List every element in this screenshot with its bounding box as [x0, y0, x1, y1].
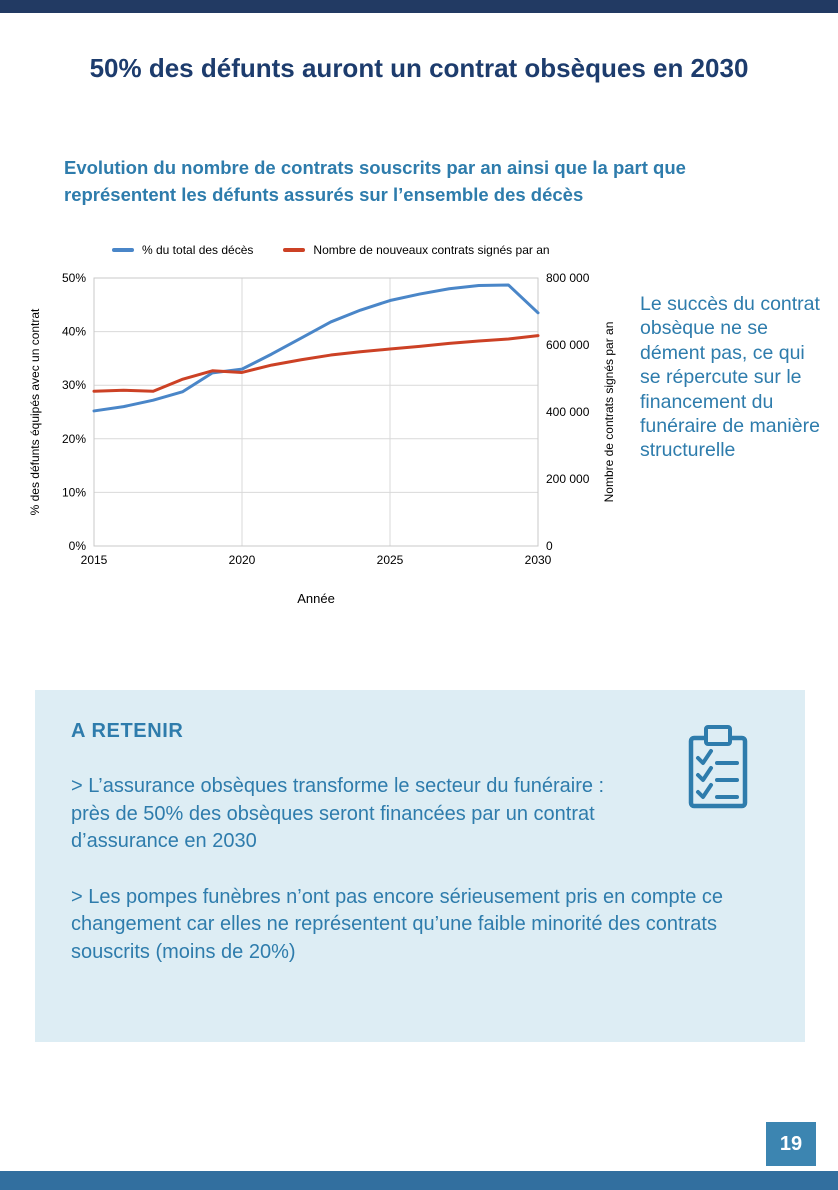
page-title: 50% des défunts auront un contrat obsèqu…: [89, 53, 749, 83]
svg-text:600 000: 600 000: [546, 338, 590, 352]
legend-label: Nombre de nouveaux contrats signés par a…: [313, 243, 550, 257]
page-number-badge: 19: [766, 1122, 816, 1166]
svg-text:2025: 2025: [377, 553, 404, 567]
bottom-accent-bar: [0, 1171, 838, 1190]
chart-subtitle: Evolution du nombre de contrats souscrit…: [64, 157, 686, 205]
legend-item-nouveaux-contrats: Nombre de nouveaux contrats signés par a…: [283, 243, 550, 257]
red-line-swatch: [283, 248, 306, 252]
svg-text:Année: Année: [297, 591, 335, 606]
svg-text:800 000: 800 000: [546, 271, 590, 285]
line-chart-canvas: 0% 10% 20% 30% 40% 50% 0 200 000 400 000 600 000 8…: [28, 271, 616, 606]
svg-text:20%: 20%: [62, 432, 86, 446]
chart-legend: % du total des décès Nombre de nouveaux …: [112, 243, 550, 257]
key-takeaways-title: A RETENIR: [71, 720, 184, 742]
top-accent-bar: [0, 0, 838, 13]
line-chart: 0% 10% 20% 30% 40% 50% 0 200 000 400 000 600 000 8…: [26, 262, 626, 617]
svg-text:2020: 2020: [229, 553, 256, 567]
takeaway-point: > L’assurance obsèques transforme le sec…: [71, 775, 605, 853]
svg-text:2015: 2015: [81, 553, 108, 567]
svg-text:2030: 2030: [525, 553, 552, 567]
svg-text:0: 0: [546, 539, 553, 553]
svg-text:50%: 50%: [62, 271, 86, 285]
key-takeaways-box: A RETENIR > L’assurance obsèques transfo…: [35, 690, 805, 1042]
clipboard-checklist-icon: [681, 722, 755, 819]
svg-text:30%: 30%: [62, 378, 86, 392]
svg-text:0%: 0%: [69, 539, 87, 553]
legend-item-pct-deces: % du total des décès: [112, 243, 253, 257]
svg-text:200 000: 200 000: [546, 472, 590, 486]
takeaway-point: > Les pompes funèbres n’ont pas encore s…: [71, 885, 724, 963]
svg-text:Nombre de contrats signés par: Nombre de contrats signés par an: [602, 322, 616, 503]
svg-text:% des défunts équipés avec un: % des défunts équipés avec un contrat: [28, 308, 42, 515]
legend-label: % du total des décès: [142, 243, 254, 257]
svg-text:40%: 40%: [62, 325, 86, 339]
side-note: Le succès du contrat obsèque ne se démen…: [640, 293, 820, 462]
blue-line-swatch: [112, 248, 134, 252]
svg-text:10%: 10%: [62, 485, 86, 499]
svg-text:400 000: 400 000: [546, 405, 590, 419]
